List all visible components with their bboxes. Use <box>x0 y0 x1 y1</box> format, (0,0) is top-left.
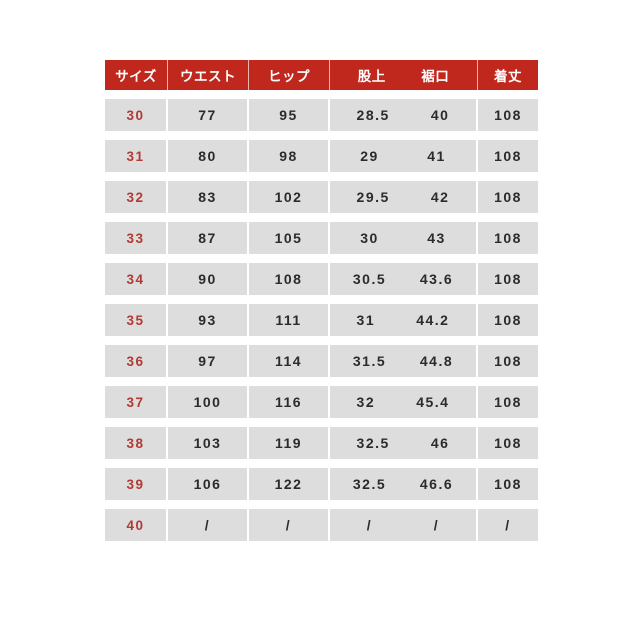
cell-rise: / <box>366 517 373 533</box>
cell-rise: 32.5 <box>356 435 390 451</box>
cell-hem: 43.6 <box>419 271 454 287</box>
cell-length: 108 <box>494 435 522 451</box>
table-row: 38 103 119 32.5 46 108 <box>105 427 538 459</box>
size-chart-table: サイズ ウエスト ヒップ 股上 裾口 着丈 30 77 95 28.5 40 108 31 8… <box>105 60 538 541</box>
cell-hem: 42 <box>430 189 450 205</box>
cell-rise: 32.5 <box>352 476 387 492</box>
cell-hem: 40 <box>430 107 450 123</box>
column-header-hip: ヒップ <box>249 60 330 90</box>
column-header-size: サイズ <box>105 60 168 90</box>
cell-size: 30 <box>105 99 168 131</box>
table-row: 40// / / / <box>105 509 538 541</box>
cell-hip: 105 <box>249 222 330 254</box>
cell-rise-hem-group: 32 45.4 <box>330 386 478 418</box>
cell-hip: 111 <box>249 304 330 336</box>
cell-rise-hem-group: 30 43 <box>330 222 478 254</box>
cell-hem: / <box>433 517 440 533</box>
cell-rise-hem-group: 32.5 46 <box>330 427 478 459</box>
cell-length: 108 <box>494 271 522 287</box>
table-row: 34 90 108 30.5 43.6 108 <box>105 263 538 295</box>
cell-rise-hem-group: 31 44.2 <box>330 304 478 336</box>
cell-size: 32 <box>105 181 168 213</box>
cell-waist: 83 <box>168 181 249 213</box>
table-row: 39 106 122 32.5 46.6 108 <box>105 468 538 500</box>
cell-hip: 116 <box>249 386 330 418</box>
table-row: 37 100 116 32 45.4 108 <box>105 386 538 418</box>
cell-rise: 31 <box>356 312 376 328</box>
cell-hem: 44.2 <box>416 312 450 328</box>
cell-hem: 46 <box>430 435 450 451</box>
cell-size: 33 <box>105 222 168 254</box>
cell-rise-hem-group: 31.5 44.8 <box>330 345 478 377</box>
cell-length: 108 <box>494 189 522 205</box>
cell-hip: 98 <box>249 140 330 172</box>
cell-hip: / <box>249 509 330 541</box>
cell-size: 36 <box>105 345 168 377</box>
cell-size: 31 <box>105 140 168 172</box>
cell-rise: 29.5 <box>356 189 390 205</box>
table-header-row: サイズ ウエスト ヒップ 股上 裾口 着丈 <box>105 60 538 90</box>
cell-rise: 30.5 <box>352 271 387 287</box>
cell-size: 40 <box>105 509 168 541</box>
cell-hip: 119 <box>249 427 330 459</box>
cell-waist: / <box>168 509 249 541</box>
cell-hip: 114 <box>249 345 330 377</box>
cell-waist: 87 <box>168 222 249 254</box>
cell-waist: 100 <box>168 386 249 418</box>
cell-waist: 80 <box>168 140 249 172</box>
cell-waist: 93 <box>168 304 249 336</box>
cell-hip: 95 <box>249 99 330 131</box>
cell-waist: 77 <box>168 99 249 131</box>
cell-length: / <box>505 517 511 533</box>
cell-waist: 103 <box>168 427 249 459</box>
cell-hip: 102 <box>249 181 330 213</box>
cell-rise: 31.5 <box>352 353 387 369</box>
column-header-rise-hem-group: 股上 裾口 <box>330 60 478 90</box>
cell-length: 108 <box>494 476 522 492</box>
cell-rise-hem-group: 29.5 42 <box>330 181 478 213</box>
column-header-length: 着丈 <box>494 69 522 84</box>
cell-length: 108 <box>494 230 522 246</box>
column-header-hem: 裾口 <box>421 69 450 84</box>
table-row: 31 80 98 29 41 108 <box>105 140 538 172</box>
table-row: 36 97 114 31.5 44.8 108 <box>105 345 538 377</box>
cell-length: 108 <box>494 394 522 410</box>
cell-size: 38 <box>105 427 168 459</box>
cell-hem: 43 <box>427 230 446 246</box>
cell-hem: 41 <box>427 148 446 164</box>
cell-hip: 108 <box>249 263 330 295</box>
cell-hip: 122 <box>249 468 330 500</box>
cell-size: 34 <box>105 263 168 295</box>
cell-rise: 28.5 <box>356 107 390 123</box>
cell-length: 108 <box>494 312 522 328</box>
cell-waist: 106 <box>168 468 249 500</box>
cell-rise-hem-group: / / <box>330 509 478 541</box>
cell-waist: 90 <box>168 263 249 295</box>
cell-size: 37 <box>105 386 168 418</box>
cell-rise-hem-group: 28.5 40 <box>330 99 478 131</box>
table-row: 33 87 105 30 43 108 <box>105 222 538 254</box>
cell-size: 39 <box>105 468 168 500</box>
cell-hem: 44.8 <box>419 353 454 369</box>
cell-size: 35 <box>105 304 168 336</box>
cell-hem: 46.6 <box>419 476 454 492</box>
cell-rise-hem-group: 30.5 43.6 <box>330 263 478 295</box>
cell-rise: 32 <box>356 394 376 410</box>
column-header-waist: ウエスト <box>168 60 249 90</box>
table-row: 32 83 102 29.5 42 108 <box>105 181 538 213</box>
cell-rise: 30 <box>360 230 379 246</box>
cell-length: 108 <box>494 148 522 164</box>
table-row: 35 93 111 31 44.2 108 <box>105 304 538 336</box>
cell-length: 108 <box>494 107 522 123</box>
column-header-rise: 股上 <box>357 69 386 84</box>
cell-rise: 29 <box>360 148 379 164</box>
cell-rise-hem-group: 29 41 <box>330 140 478 172</box>
cell-hem: 45.4 <box>416 394 450 410</box>
table-body: 30 77 95 28.5 40 108 31 80 98 29 41 108 32 83 102 29.5 4… <box>105 99 538 541</box>
cell-waist: 97 <box>168 345 249 377</box>
cell-length: 108 <box>494 353 522 369</box>
cell-rise-hem-group: 32.5 46.6 <box>330 468 478 500</box>
table-row: 30 77 95 28.5 40 108 <box>105 99 538 131</box>
